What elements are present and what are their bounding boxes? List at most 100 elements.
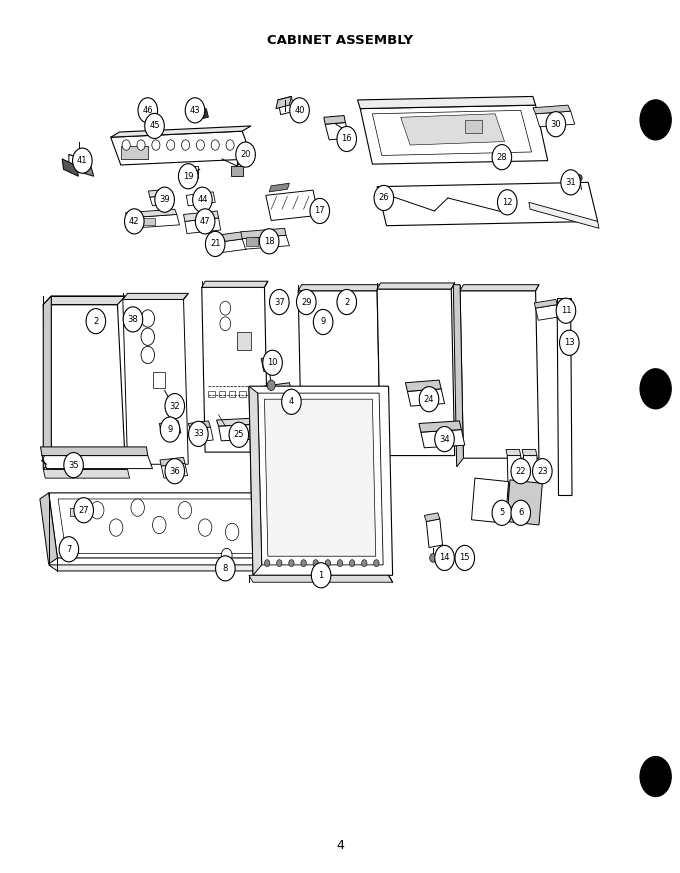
- Polygon shape: [266, 190, 318, 221]
- Polygon shape: [358, 96, 536, 108]
- Bar: [184, 166, 199, 178]
- Text: 19: 19: [183, 172, 194, 181]
- Circle shape: [511, 500, 530, 526]
- Polygon shape: [40, 493, 57, 564]
- Text: 4: 4: [289, 397, 294, 406]
- Circle shape: [296, 290, 316, 314]
- Bar: [465, 120, 482, 133]
- Circle shape: [78, 502, 92, 519]
- Circle shape: [153, 121, 160, 130]
- Text: 30: 30: [551, 120, 561, 128]
- Circle shape: [145, 113, 165, 139]
- Circle shape: [282, 389, 301, 415]
- Text: 41: 41: [77, 156, 88, 165]
- Circle shape: [337, 290, 356, 314]
- Circle shape: [420, 387, 439, 412]
- Polygon shape: [557, 298, 571, 305]
- Circle shape: [226, 140, 234, 150]
- Polygon shape: [44, 296, 51, 470]
- Circle shape: [337, 560, 343, 567]
- Polygon shape: [62, 159, 78, 176]
- Polygon shape: [249, 575, 392, 582]
- Bar: [70, 507, 90, 516]
- Polygon shape: [325, 122, 350, 140]
- Text: 11: 11: [561, 306, 571, 315]
- Text: 28: 28: [496, 153, 507, 162]
- Polygon shape: [44, 296, 126, 305]
- Text: 18: 18: [264, 237, 275, 246]
- Circle shape: [259, 229, 279, 254]
- Text: 9: 9: [167, 425, 173, 434]
- Text: 29: 29: [301, 298, 311, 306]
- Circle shape: [146, 105, 153, 113]
- Circle shape: [337, 127, 356, 152]
- Polygon shape: [123, 293, 188, 299]
- Polygon shape: [471, 478, 509, 523]
- Bar: [152, 372, 165, 388]
- Circle shape: [73, 148, 92, 173]
- Circle shape: [220, 317, 231, 331]
- Text: 31: 31: [565, 178, 576, 187]
- Circle shape: [310, 198, 330, 223]
- Text: 33: 33: [193, 430, 204, 438]
- Circle shape: [640, 100, 671, 140]
- Circle shape: [188, 422, 208, 446]
- Circle shape: [313, 560, 318, 567]
- Polygon shape: [216, 232, 244, 242]
- Text: 47: 47: [200, 217, 210, 226]
- Polygon shape: [299, 291, 381, 454]
- Circle shape: [152, 516, 166, 533]
- Text: 20: 20: [240, 150, 251, 159]
- Circle shape: [225, 523, 239, 540]
- Polygon shape: [507, 456, 522, 510]
- Circle shape: [430, 553, 437, 562]
- Circle shape: [289, 560, 294, 567]
- Polygon shape: [160, 457, 185, 466]
- Circle shape: [290, 98, 309, 123]
- Polygon shape: [123, 299, 188, 464]
- Polygon shape: [242, 235, 290, 249]
- Polygon shape: [128, 215, 180, 229]
- Text: 16: 16: [341, 134, 352, 143]
- Circle shape: [123, 306, 143, 332]
- Polygon shape: [69, 155, 94, 176]
- Circle shape: [560, 330, 579, 355]
- Text: 1: 1: [318, 571, 324, 580]
- Circle shape: [131, 499, 144, 516]
- Circle shape: [122, 140, 131, 150]
- Bar: [218, 391, 225, 397]
- Polygon shape: [529, 203, 599, 229]
- Circle shape: [556, 299, 576, 323]
- Circle shape: [269, 290, 289, 314]
- Circle shape: [216, 556, 235, 581]
- Circle shape: [141, 310, 154, 327]
- Text: 40: 40: [294, 106, 305, 115]
- Circle shape: [185, 98, 205, 123]
- Polygon shape: [218, 423, 274, 441]
- Text: 39: 39: [159, 196, 170, 204]
- Polygon shape: [150, 196, 173, 206]
- Text: 46: 46: [143, 106, 153, 115]
- Text: 38: 38: [128, 315, 138, 324]
- Circle shape: [195, 209, 215, 234]
- Circle shape: [211, 140, 219, 150]
- Polygon shape: [216, 417, 271, 426]
- Text: 26: 26: [379, 194, 389, 203]
- Circle shape: [90, 502, 104, 519]
- Polygon shape: [324, 115, 345, 124]
- Circle shape: [155, 187, 175, 212]
- Polygon shape: [536, 111, 575, 127]
- Polygon shape: [522, 450, 537, 456]
- Polygon shape: [265, 399, 376, 556]
- Circle shape: [265, 560, 270, 567]
- Polygon shape: [249, 386, 262, 575]
- Circle shape: [192, 106, 199, 114]
- Polygon shape: [264, 382, 292, 395]
- Circle shape: [192, 187, 212, 212]
- Polygon shape: [533, 105, 571, 113]
- Bar: [259, 391, 266, 397]
- Polygon shape: [199, 108, 209, 119]
- Circle shape: [492, 145, 511, 169]
- Circle shape: [137, 140, 145, 150]
- Circle shape: [435, 427, 454, 451]
